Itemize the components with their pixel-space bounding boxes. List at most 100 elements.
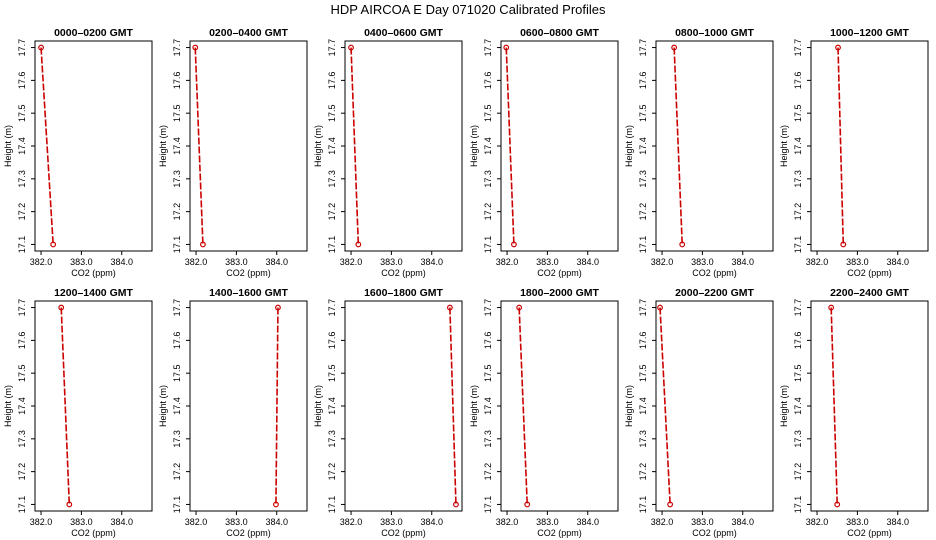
series-line: [673, 47, 684, 245]
panel-3: 0600–0800 GMT 382.0 383.0 384.0 17.1 17.2 17.3…: [469, 27, 619, 278]
panel-1: 0200–0400 GMT 382.0 383.0 384.0 17.1 17.2 17.3…: [158, 27, 308, 278]
x-tick-label: 383.0: [536, 517, 559, 527]
data-point: [840, 241, 847, 248]
y-tick-label: 17.2: [172, 203, 182, 221]
x-tick-label: 382.0: [30, 257, 53, 267]
y-tick-label: 17.6: [638, 332, 648, 350]
x-tick-label: 383.0: [225, 257, 248, 267]
plot-frame: [344, 300, 463, 512]
data-point: [524, 501, 531, 508]
y-tick-label: 17.5: [17, 104, 27, 122]
y-tick-label: 17.7: [327, 299, 337, 317]
x-tick-label: 384.0: [576, 517, 599, 527]
panel-title: 1600–1800 GMT: [364, 287, 443, 299]
x-axis-label: CO2 (ppm): [692, 268, 737, 278]
y-tick-label: 17.4: [327, 397, 337, 415]
y-tick-label: 17.4: [172, 137, 182, 155]
panel-title: 2000–2200 GMT: [675, 287, 754, 299]
y-tick-label: 17.6: [17, 72, 27, 90]
x-tick-label: 382.0: [806, 257, 829, 267]
y-tick-label: 17.1: [327, 236, 337, 254]
panel-6: 1200–1400 GMT 382.0 383.0 384.0 17.1 17.2 17.3…: [3, 287, 153, 538]
y-tick-label: 17.2: [638, 463, 648, 481]
series-line: [60, 307, 71, 505]
y-tick-label: 17.3: [327, 170, 337, 188]
x-tick-label: 382.0: [651, 257, 674, 267]
y-tick-label: 17.2: [793, 203, 803, 221]
x-tick-label: 383.0: [70, 257, 93, 267]
y-tick-label: 17.5: [327, 104, 337, 122]
y-axis-label: Height (m): [158, 125, 168, 167]
panel-title: 0400–0600 GMT: [364, 27, 443, 39]
y-tick-label: 17.1: [172, 236, 182, 254]
y-tick-label: 17.6: [327, 332, 337, 350]
y-tick-label: 17.4: [793, 397, 803, 415]
y-tick-label: 17.3: [327, 430, 337, 448]
y-axis-label: Height (m): [3, 385, 13, 427]
y-axis-label: Height (m): [313, 385, 323, 427]
x-axis-label: CO2 (ppm): [226, 528, 271, 538]
panel-5: 1000–1200 GMT 382.0 383.0 384.0 17.1 17.2 17.3…: [779, 27, 929, 278]
data-point: [192, 44, 199, 51]
y-tick-label: 17.6: [327, 72, 337, 90]
x-tick-label: 384.0: [265, 517, 288, 527]
x-tick-label: 384.0: [420, 517, 443, 527]
y-tick-label: 17.1: [638, 236, 648, 254]
panel-title: 1400–1600 GMT: [209, 287, 288, 299]
panel-title: 1800–2000 GMT: [520, 287, 599, 299]
data-point: [58, 304, 65, 311]
y-tick-label: 17.3: [17, 170, 27, 188]
y-tick-label: 17.4: [793, 137, 803, 155]
x-axis-label: CO2 (ppm): [71, 528, 116, 538]
series-line: [194, 47, 204, 245]
y-tick-label: 17.5: [793, 364, 803, 382]
y-tick-label: 17.6: [638, 72, 648, 90]
y-tick-label: 17.5: [793, 104, 803, 122]
y-tick-label: 17.6: [172, 72, 182, 90]
y-tick-label: 17.2: [172, 463, 182, 481]
y-tick-label: 17.4: [172, 397, 182, 415]
y-tick-label: 17.4: [483, 137, 493, 155]
y-tick-label: 17.6: [793, 72, 803, 90]
x-tick-label: 382.0: [30, 517, 53, 527]
x-tick-label: 383.0: [846, 257, 869, 267]
panel-8: 1600–1800 GMT 382.0 383.0 384.0 17.1 17.2 17.3…: [313, 287, 463, 538]
y-tick-label: 17.5: [172, 364, 182, 382]
plot-frame: [500, 300, 619, 512]
y-tick-label: 17.3: [172, 170, 182, 188]
y-tick-label: 17.5: [483, 364, 493, 382]
y-tick-label: 17.2: [327, 463, 337, 481]
y-tick-label: 17.2: [17, 463, 27, 481]
x-tick-label: 384.0: [265, 257, 288, 267]
data-point: [828, 304, 835, 311]
x-axis-label: CO2 (ppm): [537, 268, 582, 278]
series-line: [350, 47, 360, 245]
x-tick-label: 384.0: [886, 517, 909, 527]
data-point: [516, 304, 523, 311]
panel-10: 2000–2200 GMT 382.0 383.0 384.0 17.1 17.2 17.3…: [624, 287, 774, 538]
y-tick-label: 17.2: [327, 203, 337, 221]
y-tick-label: 17.7: [483, 299, 493, 317]
x-tick-label: 383.0: [846, 517, 869, 527]
series-line: [505, 47, 515, 245]
x-axis-label: CO2 (ppm): [381, 268, 426, 278]
plot-frame: [189, 40, 308, 252]
panel-2: 0400–0600 GMT 382.0 383.0 384.0 17.1 17.2 17.3…: [313, 27, 463, 278]
data-point: [835, 44, 841, 51]
x-tick-label: 382.0: [651, 517, 674, 527]
y-tick-label: 17.1: [793, 236, 803, 254]
y-tick-label: 17.6: [793, 332, 803, 350]
y-tick-label: 17.4: [17, 397, 27, 415]
series-line: [449, 307, 457, 505]
data-point: [503, 44, 510, 51]
panel-title: 1000–1200 GMT: [830, 27, 909, 39]
y-axis-label: Height (m): [158, 385, 168, 427]
panel-title: 0600–0800 GMT: [520, 27, 599, 39]
series-line: [40, 47, 54, 245]
y-tick-label: 17.5: [327, 364, 337, 382]
x-tick-label: 382.0: [340, 257, 363, 267]
panel-4: 0800–1000 GMT 382.0 383.0 384.0 17.1 17.2 17.3…: [624, 27, 774, 278]
x-tick-label: 383.0: [691, 517, 714, 527]
